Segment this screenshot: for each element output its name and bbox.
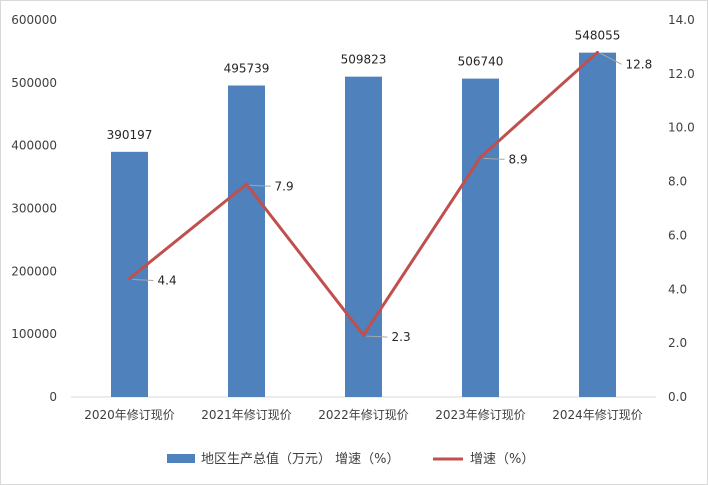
bar xyxy=(345,76,382,397)
line-data-label: 8.9 xyxy=(509,152,528,166)
right-axis-tick-label: 12.0 xyxy=(668,67,695,81)
line-data-label: 7.9 xyxy=(275,179,294,193)
line-label-leader xyxy=(483,157,505,160)
bar xyxy=(462,78,499,398)
bar xyxy=(228,85,265,398)
line-point xyxy=(128,277,131,281)
legend-label-bar: 地区生产总值（万元） 增速（%） xyxy=(201,451,400,467)
right-axis-tick-label: 14.0 xyxy=(668,13,695,27)
line-data-label: 2.3 xyxy=(392,330,411,344)
bar-data-label: 548055 xyxy=(575,29,621,43)
bar-series xyxy=(111,52,616,398)
right-axis-tick-label: 2.0 xyxy=(668,336,687,350)
left-axis-tick-label: 200000 xyxy=(11,264,57,278)
category-label: 2023年修订现价 xyxy=(435,407,526,422)
line-label-leader xyxy=(249,184,271,187)
bar-data-label: 509823 xyxy=(341,53,387,67)
line-data-labels: 4.4 7.9 2.3 8.9 12.8 xyxy=(132,52,653,344)
line-data-label: 12.8 xyxy=(626,57,653,71)
legend-label-line: 增速（%） xyxy=(470,452,534,467)
line-label-leader xyxy=(600,52,622,65)
line-point xyxy=(245,182,248,186)
left-axis-tick-label: 500000 xyxy=(11,76,57,90)
right-axis-tick-label: 0.0 xyxy=(668,390,687,404)
line-point xyxy=(479,155,482,159)
right-axis: 0.0 2.0 4.0 6.0 8.0 10.0 12.0 14.0 xyxy=(668,13,695,404)
category-label: 2022年修订现价 xyxy=(318,407,409,422)
left-axis-tick-label: 0 xyxy=(49,390,57,404)
bar-data-labels: 390197 495739 509823 506740 548055 xyxy=(107,29,621,142)
category-axis-labels: 2020年修订现价 2021年修订现价 2022年修订现价 2023年修订现价 2024… xyxy=(84,407,643,422)
left-axis-tick-label: 600000 xyxy=(11,13,57,27)
category-label: 2020年修订现价 xyxy=(84,407,175,422)
right-axis-tick-label: 10.0 xyxy=(668,121,695,135)
legend: 地区生产总值（万元） 增速（%） 增速（%） xyxy=(167,451,534,467)
bar-data-label: 495739 xyxy=(224,62,270,76)
bar-data-label: 506740 xyxy=(458,55,504,69)
left-axis-tick-label: 300000 xyxy=(11,202,57,216)
bar xyxy=(579,52,616,398)
bar-data-label: 390197 xyxy=(107,128,153,142)
category-label: 2024年修订现价 xyxy=(552,407,643,422)
left-axis-tick-label: 400000 xyxy=(11,139,57,153)
bar xyxy=(111,151,148,397)
line-point xyxy=(362,333,365,337)
left-axis: 0 100000 200000 300000 400000 500000 600000 xyxy=(11,13,656,404)
category-label: 2021年修订现价 xyxy=(201,407,292,422)
line-point xyxy=(596,50,599,54)
right-axis-tick-label: 4.0 xyxy=(668,282,687,296)
line-label-leader xyxy=(132,279,154,282)
right-axis-tick-label: 6.0 xyxy=(668,228,687,242)
left-axis-tick-label: 100000 xyxy=(11,327,57,341)
legend-swatch-bar xyxy=(167,454,195,463)
right-axis-tick-label: 8.0 xyxy=(668,175,687,189)
line-label-leader xyxy=(366,335,388,338)
line-series xyxy=(128,50,599,337)
line-data-label: 4.4 xyxy=(158,274,177,288)
